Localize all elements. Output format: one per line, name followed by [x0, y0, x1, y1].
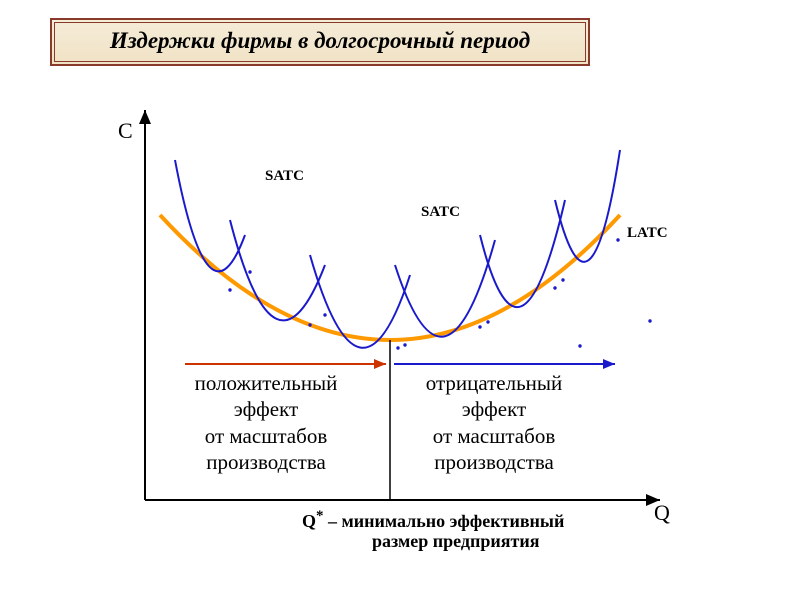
footnote-qstar: Q* – минимально эффективныйразмер предпр… — [302, 508, 564, 552]
svg-text:SATC: SATC — [265, 168, 304, 184]
svg-text:SATC: SATC — [421, 204, 460, 220]
positive-effect-label: положительныйэффектот масштабовпроизводс… — [146, 370, 386, 475]
negative-effect-label: отрицательныйэффектот масштабовпроизводс… — [374, 370, 614, 475]
y-axis-label: C — [118, 118, 133, 144]
title-text: Издержки фирмы в долгосрочный период — [110, 28, 530, 53]
chart-area: LATC SATC SATC C Q положительныйэффектот м… — [100, 100, 700, 530]
svg-text:LATC: LATC — [627, 225, 668, 241]
title-banner: Издержки фирмы в долгосрочный период — [50, 18, 590, 66]
x-axis-label: Q — [654, 500, 670, 526]
